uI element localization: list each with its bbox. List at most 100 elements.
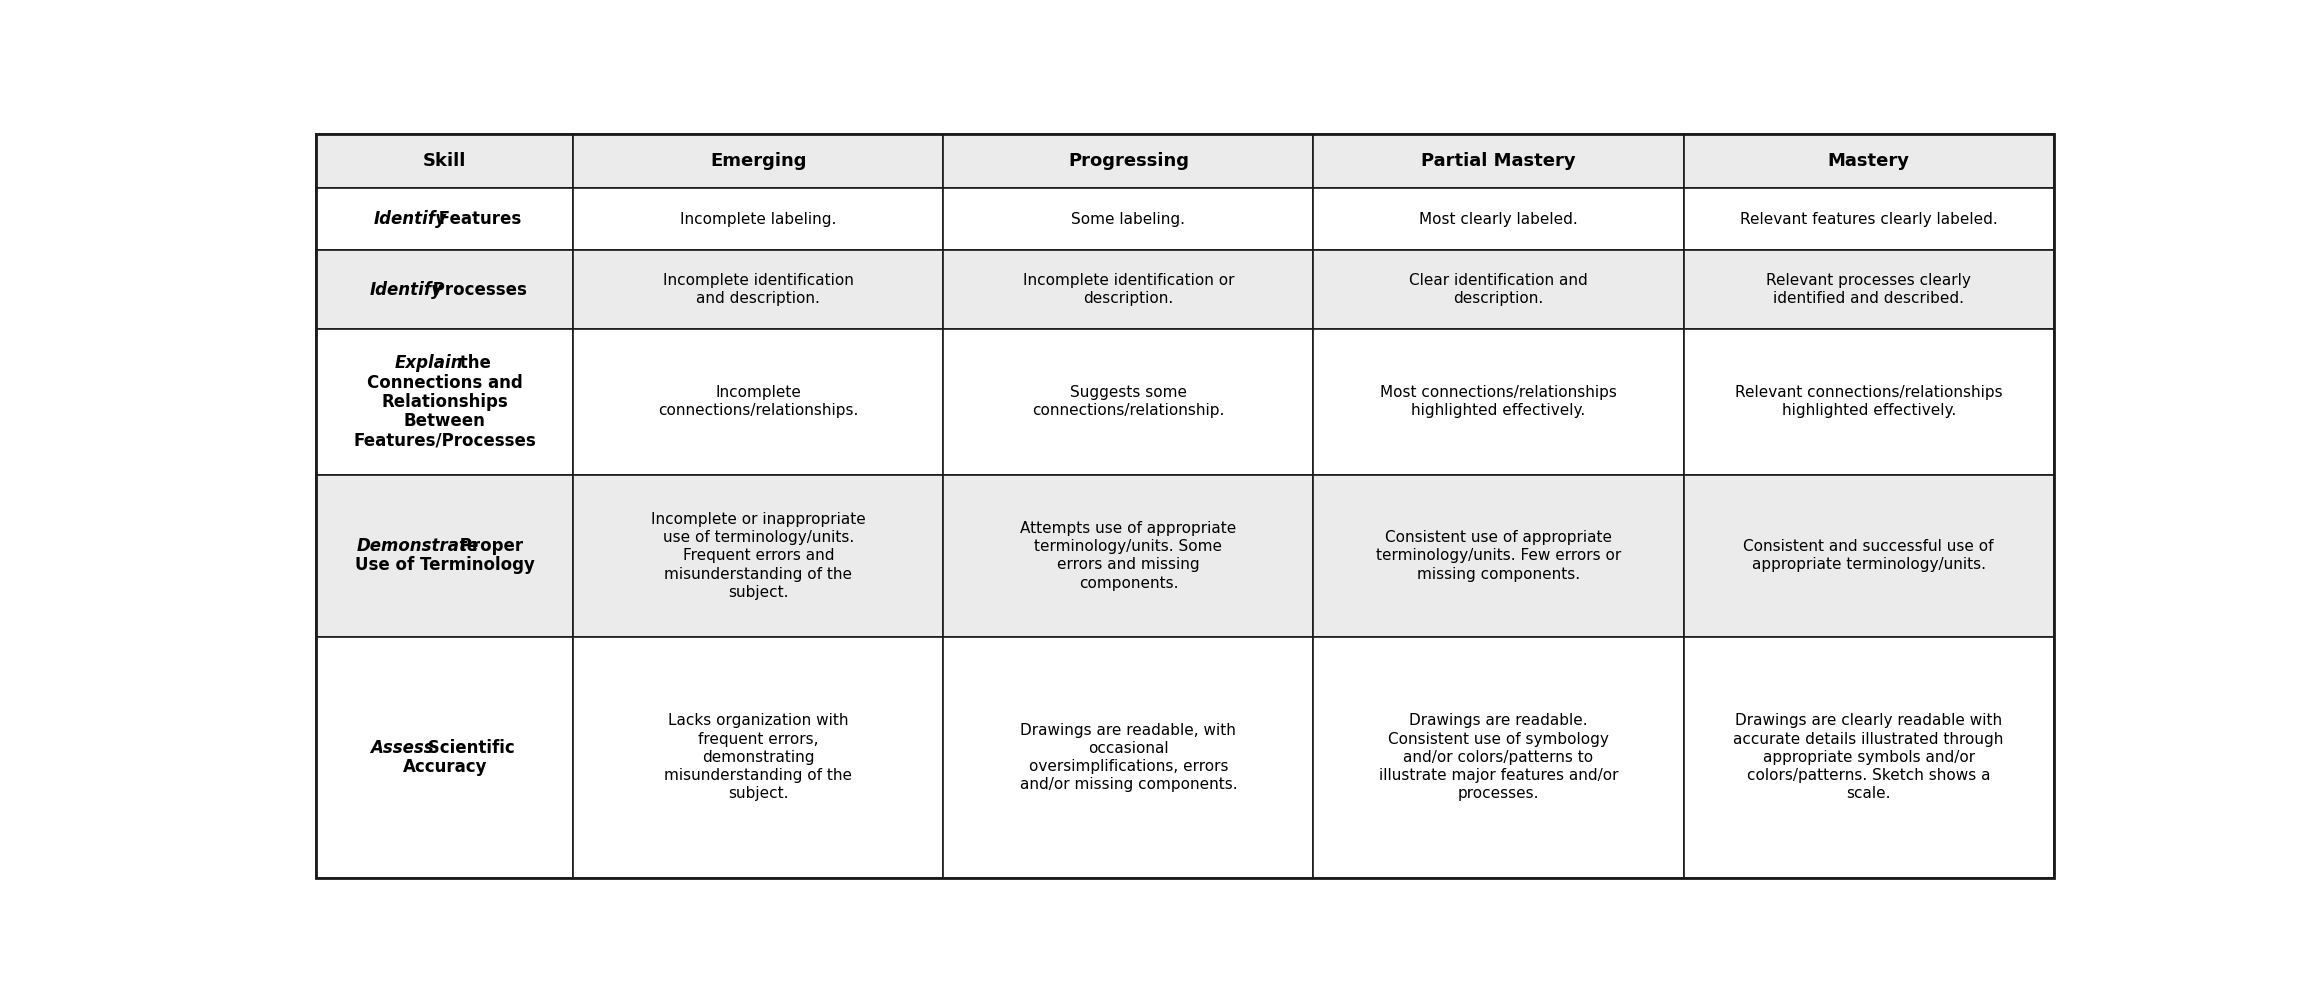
Text: Proper: Proper xyxy=(453,537,523,555)
Bar xyxy=(573,134,943,188)
Text: connections/relationship.: connections/relationship. xyxy=(1031,404,1225,419)
Text: misunderstanding of the: misunderstanding of the xyxy=(664,566,853,581)
Bar xyxy=(1313,134,1683,188)
Text: Use of Terminology: Use of Terminology xyxy=(354,556,534,574)
Text: Lacks organization with: Lacks organization with xyxy=(668,713,849,728)
Text: occasional: occasional xyxy=(1089,740,1170,756)
Text: highlighted effectively.: highlighted effectively. xyxy=(1410,404,1586,419)
Text: Drawings are readable, with: Drawings are readable, with xyxy=(1020,722,1237,737)
Text: Scientific: Scientific xyxy=(423,738,516,757)
Bar xyxy=(1683,475,2053,637)
Text: Suggests some: Suggests some xyxy=(1070,385,1186,400)
Text: Consistent and successful use of: Consistent and successful use of xyxy=(1743,539,1993,554)
Bar xyxy=(317,475,573,637)
Text: Attempts use of appropriate: Attempts use of appropriate xyxy=(1020,521,1237,536)
Text: errors and missing: errors and missing xyxy=(1057,557,1200,572)
Bar xyxy=(943,134,1313,188)
Text: and/or missing components.: and/or missing components. xyxy=(1020,778,1237,793)
Text: Emerging: Emerging xyxy=(710,152,807,170)
Text: Incomplete labeling.: Incomplete labeling. xyxy=(680,211,837,226)
Bar xyxy=(573,188,943,250)
Bar xyxy=(1313,475,1683,637)
Bar xyxy=(943,329,1313,475)
Bar xyxy=(943,637,1313,878)
Text: components.: components. xyxy=(1080,576,1179,591)
Text: appropriate terminology/units.: appropriate terminology/units. xyxy=(1752,557,1986,572)
Text: connections/relationships.: connections/relationships. xyxy=(659,404,858,419)
Bar xyxy=(943,250,1313,329)
Bar xyxy=(1683,250,2053,329)
Text: misunderstanding of the: misunderstanding of the xyxy=(664,769,853,784)
Bar xyxy=(1313,188,1683,250)
Bar xyxy=(1313,637,1683,878)
Text: Incomplete or inappropriate: Incomplete or inappropriate xyxy=(652,512,865,527)
Text: processes.: processes. xyxy=(1459,787,1540,802)
Text: Demonstrate: Demonstrate xyxy=(356,537,479,555)
Text: Assess: Assess xyxy=(370,738,435,757)
Text: Clear identification and: Clear identification and xyxy=(1408,273,1588,288)
Text: Incomplete identification or: Incomplete identification or xyxy=(1022,273,1235,288)
Bar xyxy=(317,637,573,878)
Text: Processes: Processes xyxy=(428,281,527,299)
Text: colors/patterns. Sketch shows a: colors/patterns. Sketch shows a xyxy=(1748,769,1991,784)
Text: use of terminology/units.: use of terminology/units. xyxy=(664,530,853,545)
Text: terminology/units. Some: terminology/units. Some xyxy=(1033,539,1223,554)
Bar xyxy=(573,250,943,329)
Text: Between: Between xyxy=(405,412,486,430)
Text: identified and described.: identified and described. xyxy=(1773,292,1965,307)
Bar xyxy=(573,637,943,878)
Bar xyxy=(317,188,573,250)
Text: highlighted effectively.: highlighted effectively. xyxy=(1783,404,1956,419)
Text: Most connections/relationships: Most connections/relationships xyxy=(1380,385,1616,400)
Text: appropriate symbols and/or: appropriate symbols and/or xyxy=(1762,749,1974,765)
Text: and description.: and description. xyxy=(696,292,821,307)
Text: subject.: subject. xyxy=(728,585,788,600)
Bar xyxy=(317,329,573,475)
Bar xyxy=(1683,637,2053,878)
Text: Relevant features clearly labeled.: Relevant features clearly labeled. xyxy=(1739,211,1998,226)
Text: accurate details illustrated through: accurate details illustrated through xyxy=(1734,731,2005,746)
Text: Partial Mastery: Partial Mastery xyxy=(1422,152,1577,170)
Bar xyxy=(1313,250,1683,329)
Bar xyxy=(1683,329,2053,475)
Text: Features: Features xyxy=(432,210,520,228)
Text: Incomplete identification: Incomplete identification xyxy=(664,273,853,288)
Text: description.: description. xyxy=(1454,292,1544,307)
Text: Some labeling.: Some labeling. xyxy=(1070,211,1186,226)
Text: Consistent use of symbology: Consistent use of symbology xyxy=(1387,731,1609,746)
Bar xyxy=(573,475,943,637)
Text: Drawings are readable.: Drawings are readable. xyxy=(1410,713,1588,728)
Text: Features/Processes: Features/Processes xyxy=(354,432,536,449)
Text: Relationships: Relationships xyxy=(381,393,509,411)
Text: Mastery: Mastery xyxy=(1826,152,1910,170)
Text: Incomplete: Incomplete xyxy=(714,385,802,400)
Text: Connections and: Connections and xyxy=(368,374,523,392)
Text: oversimplifications, errors: oversimplifications, errors xyxy=(1029,760,1228,774)
Text: Drawings are clearly readable with: Drawings are clearly readable with xyxy=(1734,713,2002,728)
Text: description.: description. xyxy=(1084,292,1174,307)
Text: Explain: Explain xyxy=(395,355,462,373)
Text: illustrate major features and/or: illustrate major features and/or xyxy=(1378,769,1618,784)
Bar xyxy=(1683,134,2053,188)
Bar xyxy=(573,329,943,475)
Text: Identify: Identify xyxy=(372,210,446,228)
Bar xyxy=(943,475,1313,637)
Text: Frequent errors and: Frequent errors and xyxy=(682,548,835,563)
Text: Progressing: Progressing xyxy=(1068,152,1188,170)
Text: demonstrating: demonstrating xyxy=(703,749,814,765)
Text: Skill: Skill xyxy=(423,152,467,170)
Bar xyxy=(317,134,573,188)
Text: Consistent use of appropriate: Consistent use of appropriate xyxy=(1385,530,1611,545)
Text: Accuracy: Accuracy xyxy=(402,759,488,776)
Text: Relevant connections/relationships: Relevant connections/relationships xyxy=(1734,385,2002,400)
Text: and/or colors/patterns to: and/or colors/patterns to xyxy=(1403,749,1593,765)
Text: scale.: scale. xyxy=(1847,787,1891,802)
Text: frequent errors,: frequent errors, xyxy=(698,731,818,746)
Bar xyxy=(1313,329,1683,475)
Text: Most clearly labeled.: Most clearly labeled. xyxy=(1420,211,1577,226)
Text: terminology/units. Few errors or: terminology/units. Few errors or xyxy=(1376,548,1621,563)
Text: the: the xyxy=(453,355,490,373)
Bar xyxy=(317,250,573,329)
Text: missing components.: missing components. xyxy=(1417,566,1579,581)
Text: Relevant processes clearly: Relevant processes clearly xyxy=(1766,273,1972,288)
